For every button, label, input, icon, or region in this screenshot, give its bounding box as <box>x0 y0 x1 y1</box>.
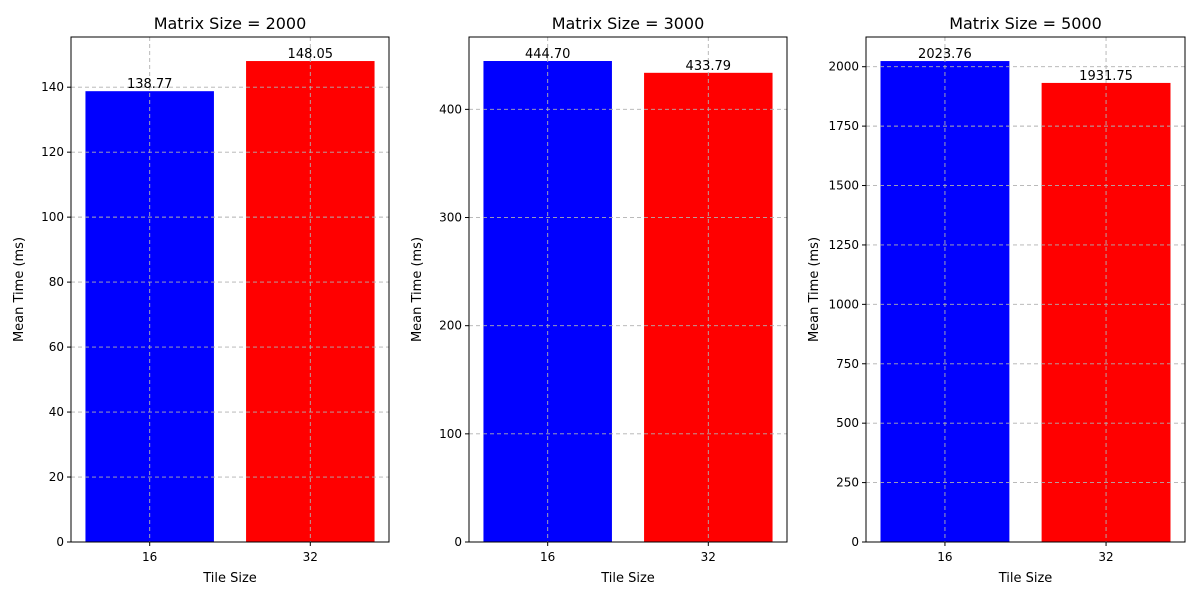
y-tick-label: 20 <box>49 470 64 484</box>
x-axis-label: Tile Size <box>998 571 1053 586</box>
y-tick-label: 2000 <box>828 60 859 74</box>
y-tick-label: 1000 <box>828 297 859 311</box>
y-tick-label: 80 <box>49 275 64 289</box>
y-tick-label: 140 <box>41 80 64 94</box>
y-axis-label: Mean Time (ms) <box>807 237 822 342</box>
x-tick-label: 16 <box>142 550 157 564</box>
subplot-1: 0 20 40 60 80 100 120 140 16 32 138.77 148.05 Matrix… <box>12 14 390 586</box>
bar-32 <box>246 61 375 542</box>
axes-frame <box>70 36 390 543</box>
y-tick-label: 400 <box>439 102 462 116</box>
x-tick-label: 32 <box>701 550 716 564</box>
y-tick-label: 0 <box>454 535 462 549</box>
axes-frame <box>865 36 1186 543</box>
y-tick-label: 1250 <box>828 238 859 252</box>
x-tick-label: 16 <box>937 550 952 564</box>
x-tick-label: 16 <box>540 550 555 564</box>
y-axis-label: Mean Time (ms) <box>410 237 425 342</box>
chart-title: Matrix Size = 3000 <box>552 14 705 33</box>
y-tick-label: 300 <box>439 211 462 225</box>
y-tick-label: 40 <box>49 405 64 419</box>
x-tick-label: 32 <box>303 550 318 564</box>
bar-16 <box>483 61 612 542</box>
y-tick-label: 0 <box>56 535 64 549</box>
y-tick-label: 60 <box>49 340 64 354</box>
y-tick-label: 120 <box>41 145 64 159</box>
y-tick-label: 250 <box>836 476 859 490</box>
x-tick-label: 32 <box>1098 550 1113 564</box>
y-tick-label: 100 <box>41 210 64 224</box>
y-tick-label: 500 <box>836 416 859 430</box>
data-label: 2023.76 <box>918 47 972 62</box>
data-label: 138.77 <box>127 77 173 92</box>
bar-16 <box>880 61 1010 542</box>
x-axis-label: Tile Size <box>600 571 655 586</box>
axes-frame <box>468 36 788 543</box>
y-tick-label: 0 <box>851 535 859 549</box>
subplot-2: 0 100 200 300 400 16 32 444.70 433.79 Matrix Size… <box>410 14 788 586</box>
subplot-3: 0 250 500 750 1000 1250 1500 1750 2000 16 32 2023.7… <box>807 14 1186 586</box>
y-tick-label: 1750 <box>828 119 859 133</box>
y-tick-label: 200 <box>439 319 462 333</box>
y-axis-label: Mean Time (ms) <box>12 237 27 342</box>
chart-title: Matrix Size = 5000 <box>949 14 1102 33</box>
y-tick-label: 1500 <box>828 179 859 193</box>
data-label: 444.70 <box>525 47 571 62</box>
data-label: 148.05 <box>288 47 334 62</box>
data-label: 433.79 <box>686 59 732 74</box>
data-label: 1931.75 <box>1079 69 1133 84</box>
y-tick-label: 100 <box>439 427 462 441</box>
x-axis-label: Tile Size <box>202 571 257 586</box>
y-tick-label: 750 <box>836 357 859 371</box>
chart-title: Matrix Size = 2000 <box>154 14 307 33</box>
